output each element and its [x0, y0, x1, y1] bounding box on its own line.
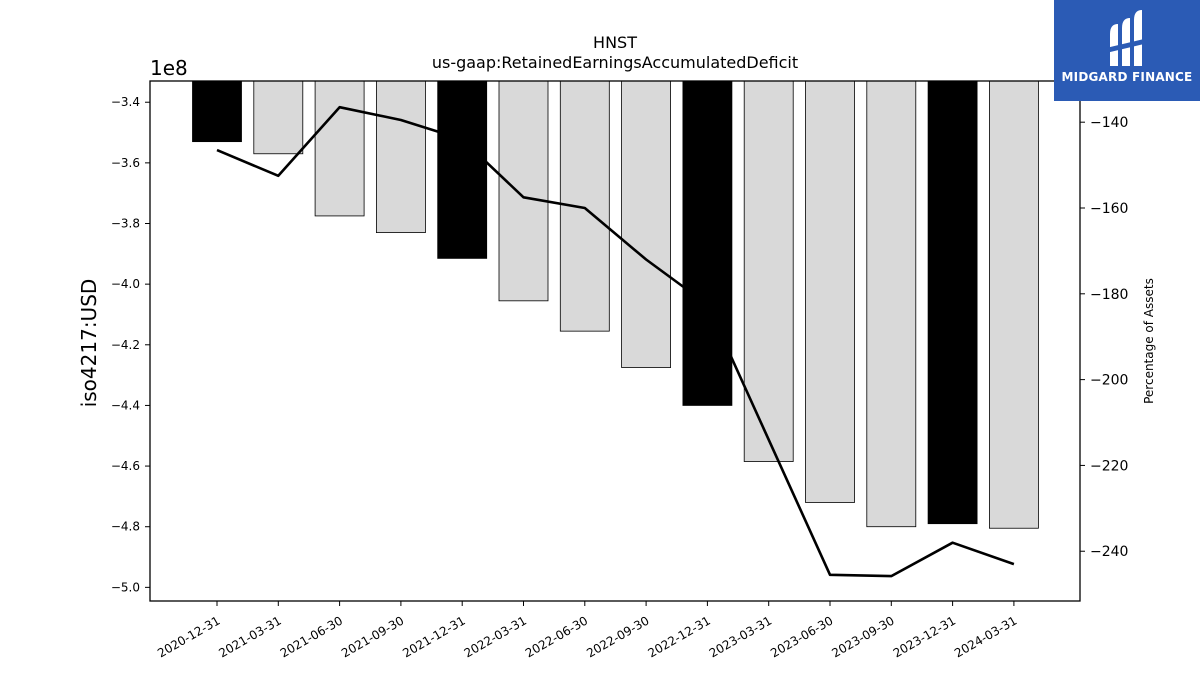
bar — [192, 80, 242, 143]
x-tick-label: 2022-03-31 — [462, 613, 529, 660]
x-tick-label: 2023-09-30 — [829, 613, 896, 660]
y2-tick-label: −220 — [1090, 458, 1128, 474]
x-tick-label: 2021-03-31 — [216, 613, 283, 660]
y2-axis-label: Percentage of Assets — [1142, 278, 1156, 404]
bar — [743, 80, 794, 462]
y-tick-label: −4.6 — [111, 459, 140, 473]
y-tick-label: −4.0 — [111, 277, 140, 291]
x-tick-label: 2020-12-31 — [155, 613, 222, 660]
bar — [314, 80, 365, 217]
logo: MIDGARD FINANCE — [1054, 0, 1200, 101]
bar — [498, 80, 549, 302]
bar — [866, 80, 917, 528]
bar — [375, 80, 426, 234]
x-tick-label: 2024-03-31 — [952, 613, 1019, 660]
chart-title: HNST — [593, 33, 637, 52]
y-tick-label: −4.2 — [111, 338, 140, 352]
x-tick-label: 2023-06-30 — [768, 613, 835, 660]
y-tick-label: −3.6 — [111, 156, 140, 170]
chart-subtitle: us-gaap:RetainedEarningsAccumulatedDefic… — [432, 53, 798, 72]
x-tick-label: 2022-06-30 — [523, 613, 590, 660]
y2-tick-label: −240 — [1090, 544, 1128, 560]
y-axis-right: −240 −220 −200 −180 −160 −140 — [1080, 115, 1128, 560]
x-tick-label: 2021-12-31 — [400, 613, 467, 660]
series-line — [216, 105, 1015, 578]
y-axis-left: −5.0 −4.8 −4.6 −4.4 −4.2 −4.0 −3.8 −3.6 −3.4 — [111, 95, 150, 594]
y2-tick-label: −180 — [1090, 287, 1128, 303]
plot-frame — [149, 80, 1081, 602]
y2-tick-label: −140 — [1090, 115, 1128, 131]
x-tick-label: 2022-09-30 — [584, 613, 651, 660]
bar — [927, 80, 978, 525]
bars-group — [192, 80, 1039, 529]
y-tick-label: −5.0 — [111, 580, 140, 594]
bar — [621, 80, 671, 368]
logo-text: MIDGARD FINANCE — [1061, 70, 1193, 84]
line-group — [216, 105, 1015, 578]
y-tick-label: −3.4 — [111, 95, 140, 109]
bar — [805, 80, 855, 503]
midgard-logo-icon — [1106, 10, 1148, 66]
y2-tick-label: −160 — [1090, 201, 1128, 217]
y2-tick-label: −200 — [1090, 373, 1128, 389]
y-axis-label: iso4217:USD — [77, 279, 101, 408]
x-tick-label: 2023-03-31 — [707, 613, 774, 660]
bar — [989, 80, 1039, 529]
x-tick-label: 2021-09-30 — [339, 613, 406, 660]
y-offset-label: 1e8 — [150, 56, 188, 80]
y-tick-label: −4.4 — [111, 398, 140, 412]
y-tick-label: −3.8 — [111, 217, 140, 231]
bar — [437, 80, 488, 259]
x-tick-label: 2023-12-31 — [891, 613, 958, 660]
x-tick-label: 2022-12-31 — [645, 613, 712, 660]
x-axis: 2020-12-312021-03-312021-06-302021-09-30… — [155, 601, 1019, 660]
x-tick-label: 2021-06-30 — [278, 613, 345, 660]
y-tick-label: −4.8 — [111, 520, 140, 534]
bar — [253, 80, 304, 155]
bar — [682, 80, 733, 406]
